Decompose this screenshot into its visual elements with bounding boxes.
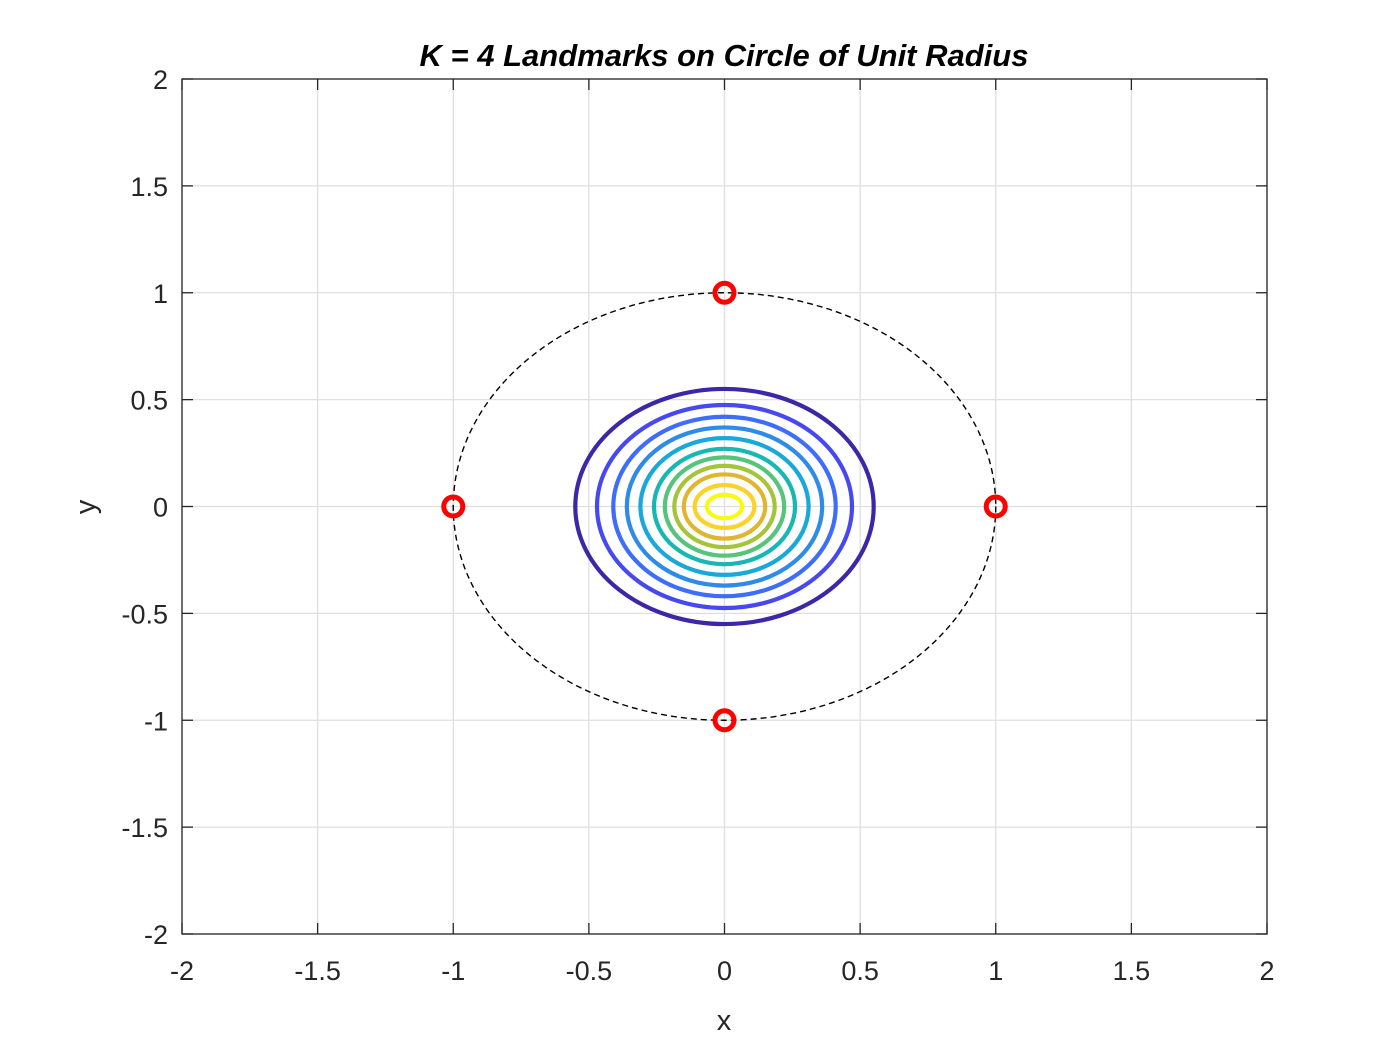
y-tick-label: -2 [144,920,168,950]
contour-level-10 [692,483,757,530]
contour-level-4 [624,425,825,588]
x-tick-labels: -2 -1.5 -1 -0.5 0 0.5 1 1.5 2 [170,956,1275,986]
x-tick-label: -2 [170,956,194,986]
y-tick-label: 1 [153,279,168,309]
x-tick-label: -1 [441,956,465,986]
contour-level-5 [638,436,811,578]
unit-circle [452,292,997,721]
x-tick-label: 2 [1259,956,1274,986]
landmark-marker-3 [441,494,466,519]
landmark-marker-1 [983,494,1008,519]
y-tick-labels: -2 -1.5 -1 -0.5 0 0.5 1 1.5 2 [121,65,168,950]
contour-level-2 [594,402,855,611]
chart-title: K = 4 Landmarks on Circle of Unit Radius [420,38,1029,73]
x-tick-label: 0.5 [841,956,879,986]
plot-area [441,280,1008,733]
y-tick-label: 1.5 [130,172,168,202]
x-tick-label: 0 [717,956,732,986]
y-tick-label: -0.5 [121,599,168,629]
contour-level-9 [681,472,768,541]
y-tick-label: -1 [144,706,168,736]
y-tick-label: 0 [153,493,168,523]
axes-box [181,78,1268,935]
contour-level-8 [672,463,777,550]
landmark-markers [441,280,1008,733]
contour-level-7 [662,455,787,558]
contour-lines [573,386,876,627]
x-tick-label: -1.5 [294,956,341,986]
x-axis-label: x [717,1005,732,1037]
contour-level-11 [704,492,745,521]
y-tick-label: -1.5 [121,813,168,843]
landmark-marker-4 [712,708,737,733]
x-tick-label: -0.5 [566,956,613,986]
landmark-marker-2 [712,280,737,305]
reference-circle-layer [452,292,997,721]
contour-level-1 [573,386,876,627]
y-tick-label: 2 [153,65,168,95]
y-tick-label: 0.5 [130,386,168,416]
grid-lines [181,78,1268,935]
contour-level-6 [651,446,798,567]
contour-level-3 [611,414,838,599]
y-axis-label: y [70,499,102,514]
x-tick-label: 1 [988,956,1003,986]
x-tick-label: 1.5 [1113,956,1151,986]
